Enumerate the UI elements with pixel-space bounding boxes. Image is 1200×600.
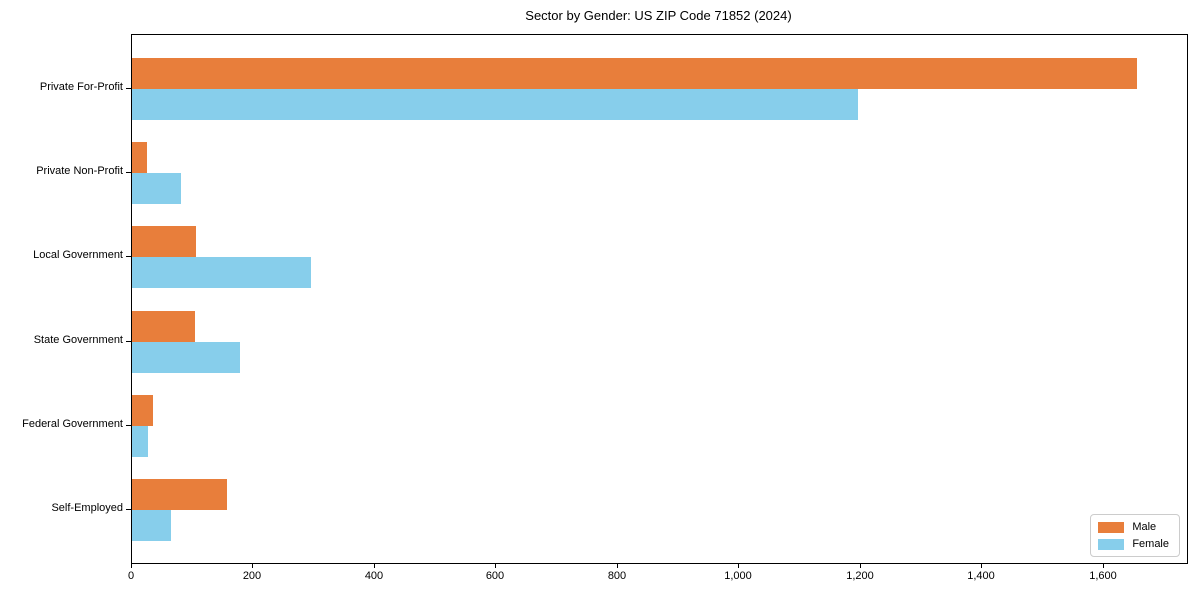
bar-male-6 (132, 479, 227, 510)
legend-label: Male (1132, 521, 1157, 533)
plot-area: Male Female (131, 34, 1188, 564)
legend-row-female: Female (1098, 538, 1169, 550)
x-tick-label: 800 (607, 570, 627, 582)
x-tick-label: 1,400 (967, 570, 995, 582)
bar-female-5 (132, 426, 148, 457)
legend-label: Female (1132, 538, 1169, 550)
x-tick-label: 1,200 (846, 570, 874, 582)
y-tick-label: Local Government (33, 249, 123, 261)
x-tick-label: 600 (485, 570, 505, 582)
x-tick-mark (131, 563, 132, 568)
y-tick-label: Self-Employed (51, 502, 123, 514)
bar-female-4 (132, 342, 240, 373)
bar-male-3 (132, 226, 196, 257)
x-tick-label: 1,000 (724, 570, 752, 582)
y-tick-mark (126, 425, 131, 426)
bar-female-3 (132, 257, 311, 288)
bar-female-1 (132, 89, 858, 120)
x-tick-mark (981, 563, 982, 568)
bar-male-2 (132, 142, 147, 173)
legend-swatch-male (1098, 521, 1125, 533)
x-tick-label: 400 (364, 570, 384, 582)
y-tick-mark (126, 341, 131, 342)
y-tick-label: Federal Government (22, 418, 123, 430)
y-tick-label: Private For-Profit (39, 81, 123, 93)
bar-female-6 (132, 510, 171, 541)
y-tick-mark (126, 509, 131, 510)
x-tick-label: 0 (127, 570, 135, 582)
legend: Male Female (1090, 514, 1180, 557)
bar-male-5 (132, 395, 153, 426)
x-tick-mark (617, 563, 618, 568)
x-tick-mark (1103, 563, 1104, 568)
bar-male-4 (132, 311, 195, 342)
chart-title: Sector by Gender: US ZIP Code 71852 (202… (525, 8, 792, 23)
x-tick-label: 1,600 (1089, 570, 1117, 582)
y-tick-mark (126, 88, 131, 89)
x-tick-label: 200 (242, 570, 262, 582)
x-tick-mark (495, 563, 496, 568)
y-tick-mark (126, 172, 131, 173)
x-tick-mark (738, 563, 739, 568)
x-tick-mark (860, 563, 861, 568)
legend-row-male: Male (1098, 521, 1169, 533)
bar-male-1 (132, 58, 1137, 89)
y-tick-mark (126, 256, 131, 257)
legend-swatch-female (1098, 538, 1125, 550)
y-tick-label: Private Non-Profit (36, 165, 123, 177)
bar-female-2 (132, 173, 181, 204)
y-tick-label: State Government (33, 334, 123, 346)
x-tick-mark (252, 563, 253, 568)
x-tick-mark (374, 563, 375, 568)
